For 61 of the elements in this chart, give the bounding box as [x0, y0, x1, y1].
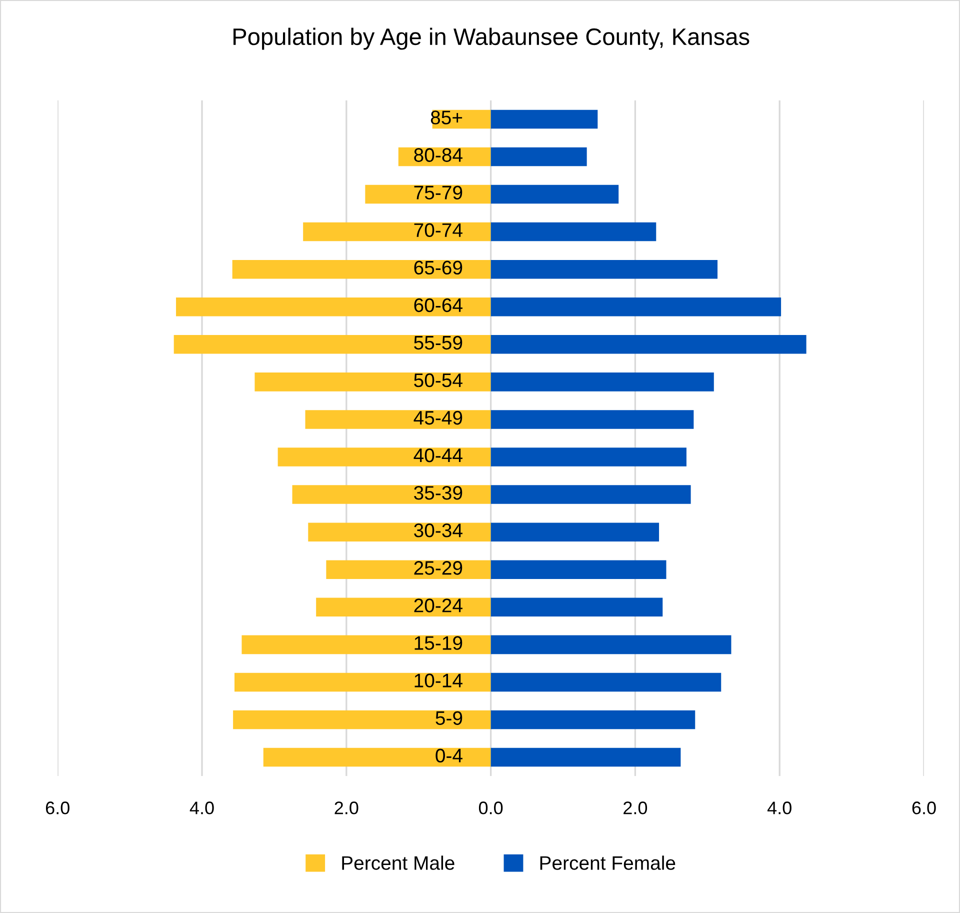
bar — [316, 598, 491, 617]
bar — [305, 410, 491, 429]
bar — [278, 448, 491, 466]
y-tick-label: 30-34 — [414, 524, 462, 538]
bar — [326, 560, 491, 579]
y-tick-label: 45-49 — [414, 410, 462, 425]
bar — [490, 635, 732, 654]
y-tick-label: 35-39 — [414, 486, 462, 500]
x-tick-label: 6.0 — [912, 802, 936, 814]
y-tick-label: 25-29 — [414, 561, 462, 575]
bar — [233, 710, 491, 730]
bar — [242, 635, 491, 654]
bar — [365, 184, 491, 204]
bar — [303, 222, 491, 242]
bar — [490, 560, 666, 579]
bar — [490, 410, 694, 429]
bar — [292, 485, 491, 504]
y-tick-label: 20-24 — [414, 598, 462, 612]
bar — [263, 748, 491, 767]
x-tick-label: 2.0 — [334, 802, 358, 814]
bar — [490, 372, 714, 392]
y-tick-label: 75-79 — [414, 186, 462, 200]
x-tick-label: 6.0 — [46, 802, 70, 814]
y-tick-label: 5-9 — [436, 711, 462, 725]
x-tick-label: 4.0 — [190, 802, 214, 814]
bar — [232, 260, 491, 279]
bar — [490, 222, 656, 242]
bar — [490, 147, 587, 166]
bar — [490, 485, 691, 504]
bar — [490, 710, 696, 730]
y-tick-label: 55-59 — [414, 336, 462, 350]
y-tick-label: 15-19 — [414, 636, 462, 650]
bar — [490, 448, 686, 466]
y-tick-label: 60-64 — [414, 298, 462, 312]
bar — [490, 184, 619, 204]
x-tick-label: 4.0 — [767, 802, 792, 814]
bar — [490, 110, 598, 129]
y-tick-label: 40-44 — [414, 448, 462, 462]
bar — [490, 598, 663, 617]
y-tick-label: 10-14 — [414, 674, 462, 688]
bar — [490, 297, 782, 316]
bar — [490, 522, 660, 542]
y-tick-label: 70-74 — [414, 223, 462, 238]
bar — [174, 335, 491, 354]
legend-label: Percent Male — [342, 856, 454, 870]
bar — [490, 748, 681, 767]
bar — [254, 372, 491, 392]
bar — [490, 260, 718, 279]
bar — [490, 672, 722, 692]
bar — [490, 335, 806, 354]
bar — [234, 672, 491, 692]
bar — [176, 297, 491, 316]
y-tick-label: 80-84 — [414, 148, 462, 162]
legend-label: Percent Female — [540, 856, 676, 870]
y-tick-label: 0-4 — [436, 748, 462, 762]
chart-title: Population by Age in Wabaunsee County, Kansas — [234, 28, 750, 50]
x-tick-label: 2.0 — [624, 802, 648, 814]
bar — [308, 522, 491, 542]
y-tick-label: 50-54 — [414, 373, 462, 388]
x-tick-label: 0.0 — [478, 802, 503, 814]
y-tick-label: 65-69 — [414, 260, 462, 275]
